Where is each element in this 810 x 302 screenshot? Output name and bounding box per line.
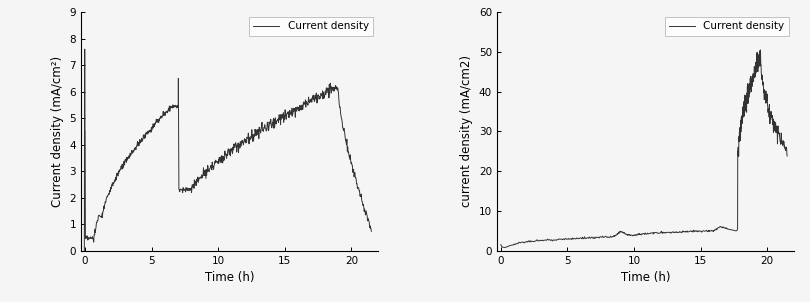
Legend: Current density: Current density	[249, 17, 373, 36]
X-axis label: Time (h): Time (h)	[620, 271, 670, 284]
X-axis label: Time (h): Time (h)	[205, 271, 254, 284]
Legend: Current density: Current density	[665, 17, 789, 36]
Y-axis label: Current density (mA/cm²): Current density (mA/cm²)	[51, 56, 64, 207]
Y-axis label: current density (mA/cm2): current density (mA/cm2)	[460, 55, 473, 207]
